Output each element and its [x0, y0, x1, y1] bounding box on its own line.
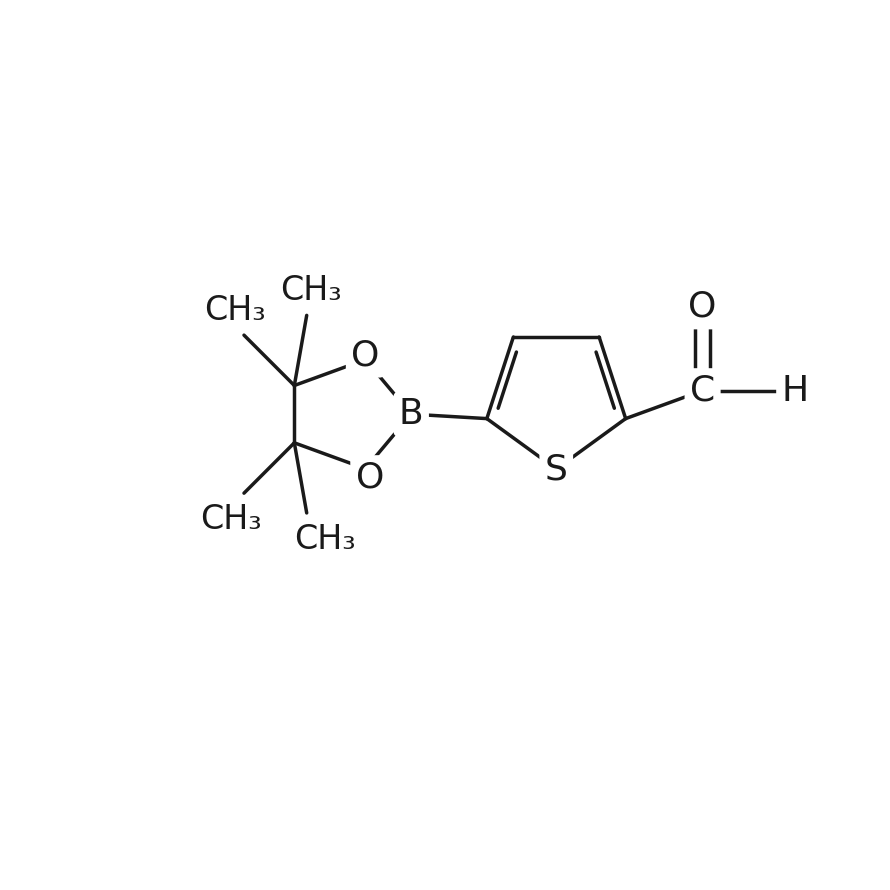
Text: O: O: [356, 461, 384, 495]
Text: B: B: [399, 397, 424, 431]
Text: S: S: [545, 452, 568, 486]
Text: O: O: [352, 338, 380, 372]
Text: CH₃: CH₃: [204, 294, 266, 327]
Text: O: O: [688, 290, 716, 324]
Text: CH₃: CH₃: [280, 274, 342, 307]
Text: H: H: [781, 374, 809, 408]
Text: CH₃: CH₃: [199, 504, 262, 537]
Text: CH₃: CH₃: [294, 523, 355, 556]
Text: C: C: [690, 374, 716, 408]
